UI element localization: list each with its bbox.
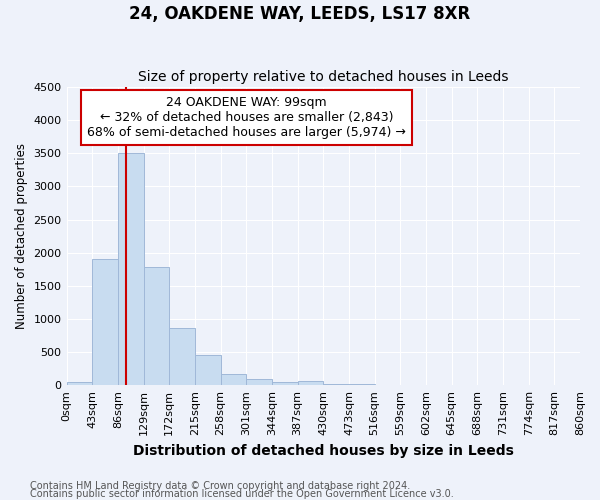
Text: 24, OAKDENE WAY, LEEDS, LS17 8XR: 24, OAKDENE WAY, LEEDS, LS17 8XR (130, 5, 470, 23)
Text: Contains HM Land Registry data © Crown copyright and database right 2024.: Contains HM Land Registry data © Crown c… (30, 481, 410, 491)
Title: Size of property relative to detached houses in Leeds: Size of property relative to detached ho… (138, 70, 509, 85)
Bar (374, 384, 400, 385)
Bar (323, 384, 349, 385)
Text: Contains public sector information licensed under the Open Government Licence v3: Contains public sector information licen… (30, 489, 454, 499)
Bar (143, 268, 169, 385)
Y-axis label: Number of detached properties: Number of detached properties (15, 143, 28, 329)
X-axis label: Distribution of detached houses by size in Leeds: Distribution of detached houses by size … (133, 444, 514, 458)
Bar (272, 382, 298, 385)
Bar (67, 382, 92, 385)
Bar (118, 154, 143, 385)
Bar (221, 374, 246, 385)
Bar (169, 328, 195, 385)
Bar (298, 381, 323, 385)
Bar (246, 379, 272, 385)
Bar (349, 384, 374, 385)
Text: 24 OAKDENE WAY: 99sqm
← 32% of detached houses are smaller (2,843)
68% of semi-d: 24 OAKDENE WAY: 99sqm ← 32% of detached … (87, 96, 406, 139)
Bar (195, 354, 221, 385)
Bar (92, 260, 118, 385)
